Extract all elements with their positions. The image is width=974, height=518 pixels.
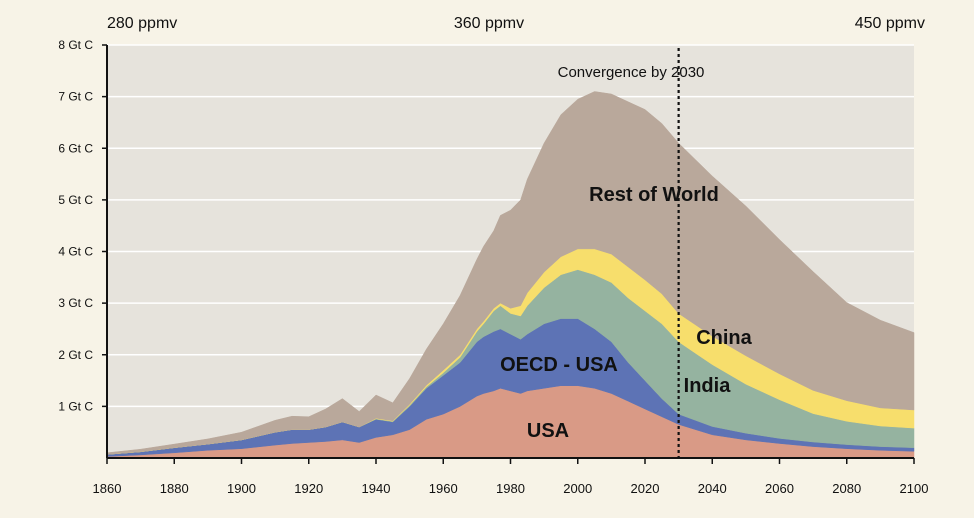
x-tick-label: 2100: [900, 481, 929, 496]
x-tick-label: 2000: [563, 481, 592, 496]
x-tick-label: 1960: [429, 481, 458, 496]
x-tick-label: 1860: [93, 481, 122, 496]
x-tick-label: 1900: [227, 481, 256, 496]
y-tick-label: 3 Gt C: [58, 296, 93, 310]
x-tick-label: 1880: [160, 481, 189, 496]
region-label-usa: USA: [527, 420, 569, 442]
x-tick-label: 1980: [496, 481, 525, 496]
region-labels: USA OECD - USA India China Rest of World: [500, 184, 753, 442]
y-axis-ticks: 1 Gt C 2 Gt C 3 Gt C 4 Gt C 5 Gt C 6 Gt C 7 Gt…: [58, 38, 107, 413]
x-tick-label: 1940: [362, 481, 391, 496]
y-tick-label: 7 Gt C: [58, 90, 93, 104]
x-tick-label: 2080: [832, 481, 861, 496]
y-tick-label: 6 Gt C: [58, 141, 93, 155]
y-tick-label: 2 Gt C: [58, 348, 93, 362]
ppmv-label-right: 450 ppmv: [855, 15, 925, 32]
ppmv-label-middle: 360 ppmv: [454, 15, 524, 32]
x-tick-label: 2020: [631, 481, 660, 496]
region-label-rest-of-world: Rest of World: [589, 184, 719, 206]
x-tick-label: 2040: [698, 481, 727, 496]
convergence-label: Convergence by 2030: [558, 64, 705, 81]
region-label-india: India: [684, 375, 732, 397]
x-axis-ticks: 1860 1880 1900 1920 1940 1960 1980 2000 2020 2040…: [93, 458, 929, 496]
y-tick-label: 5 Gt C: [58, 193, 93, 207]
y-tick-label: 4 Gt C: [58, 245, 93, 259]
area-rest-of-world: [106, 91, 915, 455]
convergence-annotation: Convergence by 2030: [558, 48, 705, 458]
x-tick-label: 1920: [294, 481, 323, 496]
x-tick-label: 2060: [765, 481, 794, 496]
region-label-oecd-usa: OECD - USA: [500, 354, 618, 376]
ppmv-label-left: 280 ppmv: [107, 15, 177, 32]
y-tick-label: 1 Gt C: [58, 399, 93, 413]
y-tick-label: 8 Gt C: [58, 38, 93, 52]
region-label-china: China: [696, 327, 752, 349]
